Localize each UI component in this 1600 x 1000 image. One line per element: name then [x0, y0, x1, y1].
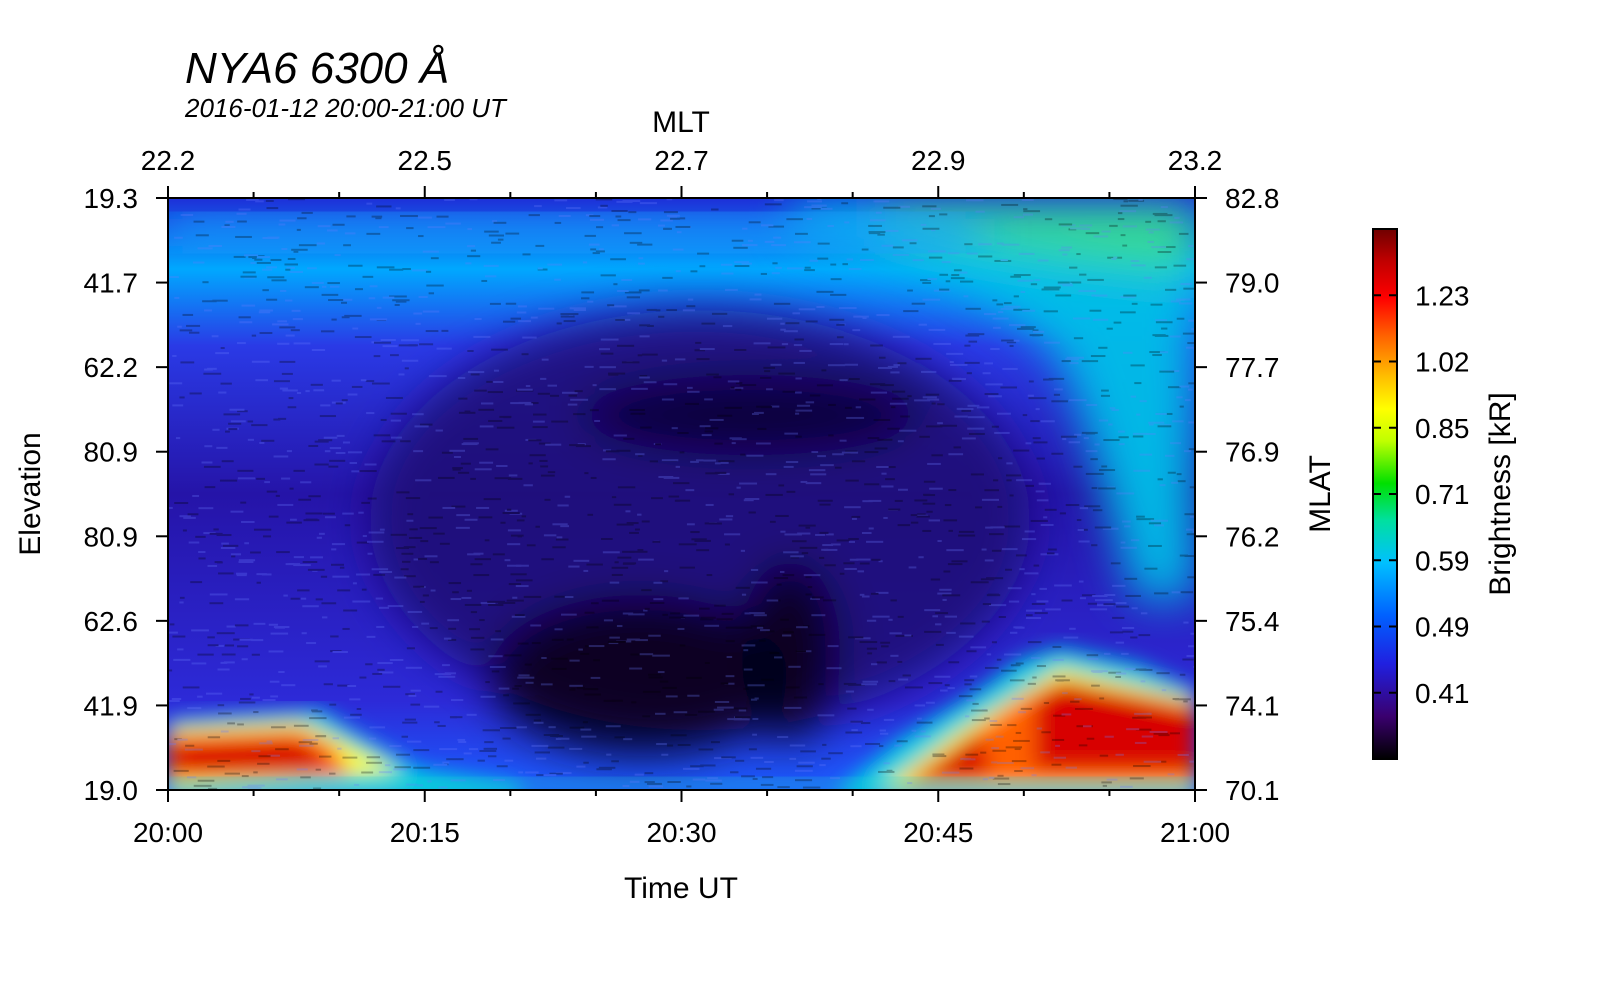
top-tick-label: 22.7 [654, 145, 709, 176]
right-tick-label: 76.2 [1225, 521, 1280, 552]
x-axis-label: Time UT [624, 872, 738, 905]
top-axis-label: MLT [652, 106, 710, 139]
x-tick-label: 21:00 [1160, 817, 1230, 848]
right-tick-label: 79.0 [1225, 268, 1280, 299]
right-tick-label: 75.4 [1225, 606, 1280, 637]
colorbar-tick-label: 0.85 [1415, 413, 1470, 444]
x-tick-label: 20:30 [646, 817, 716, 848]
top-tick-label: 22.5 [398, 145, 453, 176]
colorbar-tick-label: 0.49 [1415, 612, 1470, 643]
colorbar-tick-label: 1.02 [1415, 347, 1470, 378]
colorbar-tick-label: 0.41 [1415, 678, 1470, 709]
top-tick-label: 22.2 [141, 145, 196, 176]
top-tick-label: 22.9 [911, 145, 966, 176]
colorbar-tick-label: 1.23 [1415, 280, 1470, 311]
right-tick-label: 74.1 [1225, 690, 1280, 721]
colorbar-label: Brightness [kR] [1484, 392, 1517, 595]
y-tick-label: 62.2 [84, 352, 139, 383]
y-tick-label: 80.9 [84, 521, 139, 552]
top-tick-label: 23.2 [1168, 145, 1223, 176]
y-tick-label: 41.9 [84, 690, 139, 721]
y-tick-label: 41.7 [84, 268, 139, 299]
heatmap-image [168, 198, 1195, 790]
right-tick-label: 70.1 [1225, 775, 1280, 806]
y-tick-label: 62.6 [84, 606, 139, 637]
colorbar-tick-label: 0.59 [1415, 545, 1470, 576]
y-axis-label: Elevation [14, 432, 47, 555]
chart-title: NYA6 6300 Å [185, 44, 450, 93]
right-axis-label: MLAT [1304, 455, 1337, 533]
x-tick-label: 20:15 [390, 817, 460, 848]
right-tick-label: 82.8 [1225, 183, 1280, 214]
y-tick-label: 19.0 [84, 775, 139, 806]
x-tick-label: 20:00 [133, 817, 203, 848]
colorbar-tick-label: 0.71 [1415, 479, 1470, 510]
right-tick-label: 77.7 [1225, 352, 1280, 383]
right-tick-label: 76.9 [1225, 437, 1280, 468]
chart-subtitle: 2016-01-12 20:00-21:00 UT [185, 93, 506, 123]
y-tick-label: 19.3 [84, 183, 139, 214]
y-tick-label: 80.9 [84, 437, 139, 468]
x-tick-label: 20:45 [903, 817, 973, 848]
